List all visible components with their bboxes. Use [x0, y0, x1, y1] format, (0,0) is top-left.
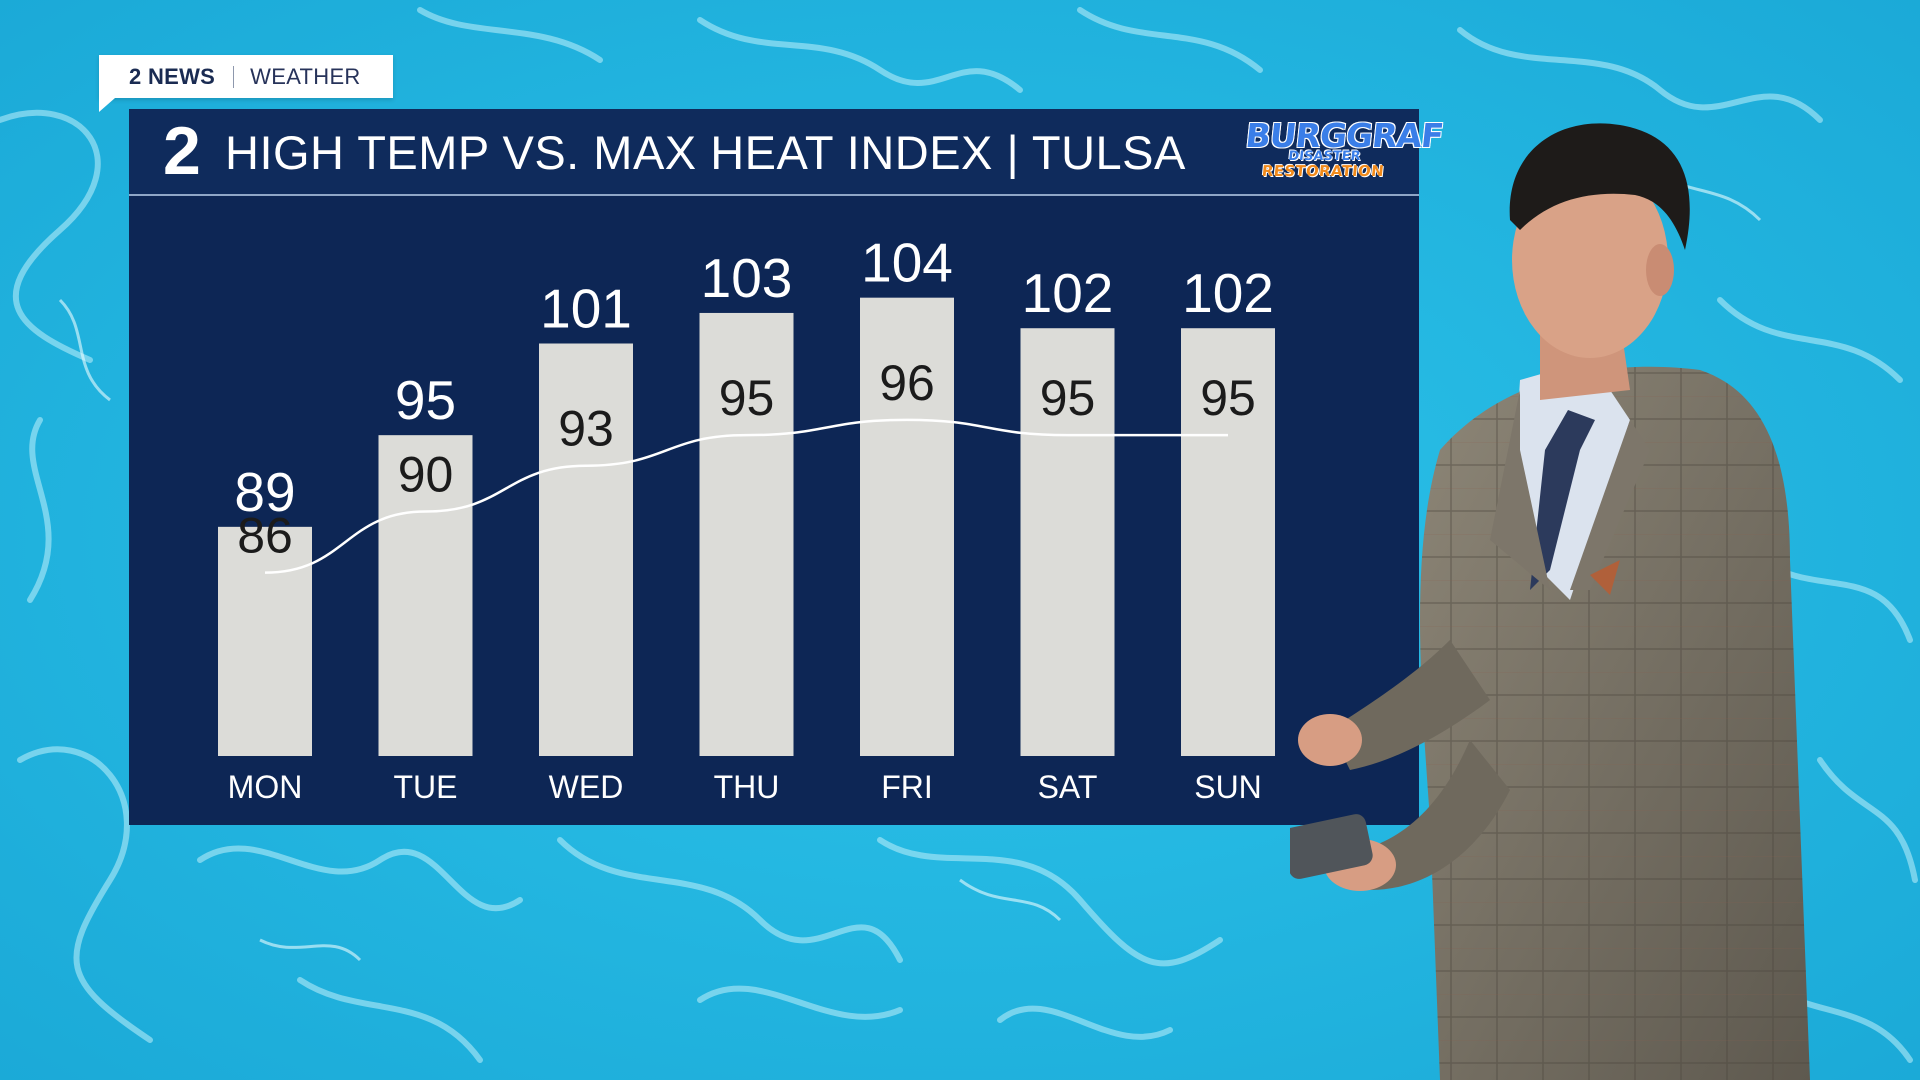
high-temp-label-mon: 89	[234, 461, 295, 523]
heat-index-label-sun: 95	[1200, 370, 1256, 426]
high-temp-label-sat: 102	[1022, 262, 1114, 324]
meteorologist-figure	[1290, 123, 1810, 1080]
day-label-fri: FRI	[881, 769, 933, 805]
high-temp-label-sun: 102	[1182, 262, 1274, 324]
heat-index-label-thu: 95	[719, 370, 775, 426]
high-temp-bar-thu	[699, 312, 794, 756]
day-label-sat: SAT	[1038, 769, 1098, 805]
heat-index-label-mon: 86	[237, 508, 293, 564]
high-temp-bar-fri	[860, 297, 954, 756]
day-label-wed: WED	[549, 769, 624, 805]
station-logo: 2	[163, 113, 201, 189]
high-temp-label-wed: 101	[540, 278, 632, 340]
day-label-sun: SUN	[1194, 769, 1262, 805]
heat-index-label-tue: 90	[398, 447, 454, 503]
news-weather-tag: 2 NEWS WEATHER	[99, 55, 393, 112]
high-temp-bar-tue	[378, 435, 473, 756]
panel-header: 2 HIGH TEMP VS. MAX HEAT INDEX | TULSA B…	[129, 109, 1445, 196]
high-temp-label-fri: 104	[861, 232, 953, 294]
heat-index-label-sat: 95	[1040, 370, 1096, 426]
high-temp-bar-wed	[539, 343, 633, 756]
section-name: WEATHER	[250, 63, 361, 89]
tag-divider	[233, 65, 235, 88]
station-name: 2 NEWS	[129, 63, 216, 89]
chart-title: HIGH TEMP VS. MAX HEAT INDEX | TULSA	[225, 126, 1186, 179]
heat-index-label-wed: 93	[558, 401, 614, 457]
high-temp-label-thu: 103	[701, 247, 793, 309]
heat-index-line	[264, 418, 1228, 574]
heat-index-label-fri: 96	[879, 355, 935, 411]
high-temp-bar-sat	[1020, 328, 1115, 756]
day-label-tue: TUE	[394, 769, 458, 805]
forecast-panel: 2 HIGH TEMP VS. MAX HEAT INDEX | TULSA B…	[129, 109, 1445, 825]
day-label-thu: THU	[714, 769, 780, 805]
high-temp-bar-mon	[218, 526, 312, 756]
high-temp-label-tue: 95	[395, 369, 456, 431]
high-temp-bar-sun	[1181, 328, 1275, 756]
day-label-mon: MON	[228, 769, 303, 805]
